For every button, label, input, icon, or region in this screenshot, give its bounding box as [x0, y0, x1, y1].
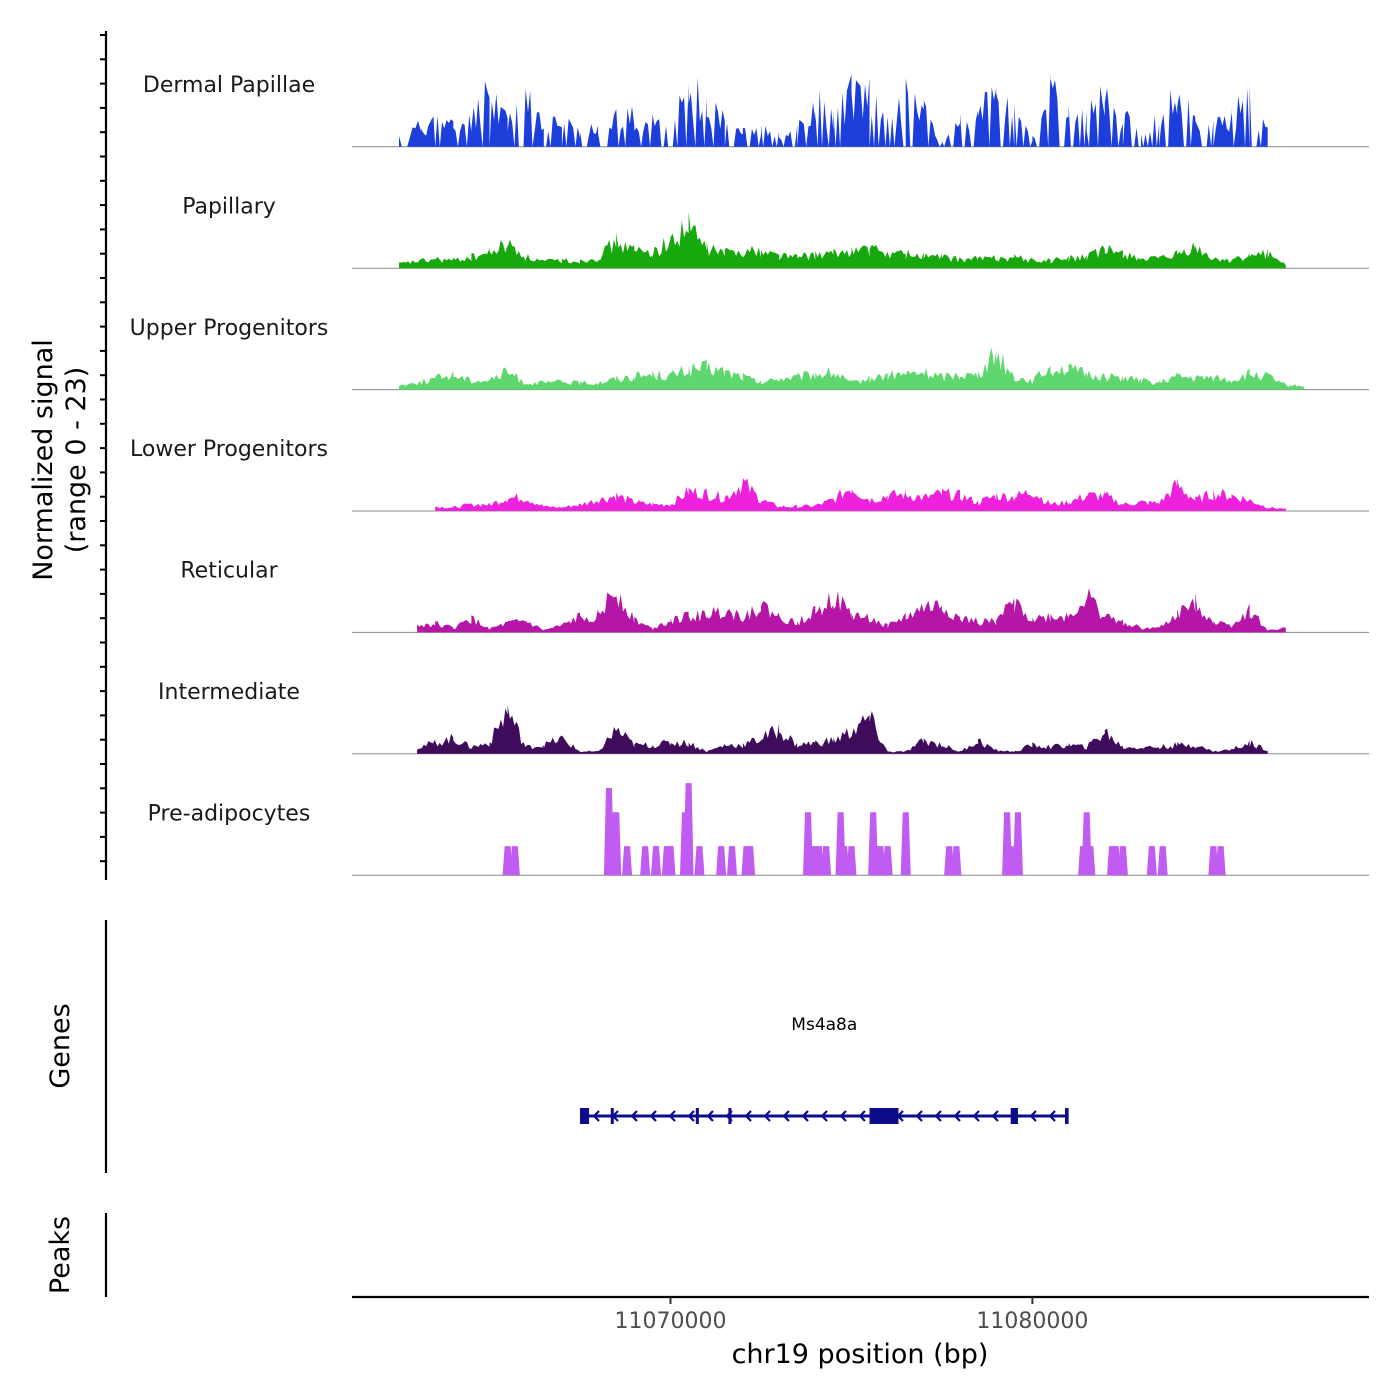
track-reticular: Reticular: [180, 559, 1369, 633]
signal-bar: [640, 846, 651, 876]
signal-bar: [900, 812, 911, 876]
gene-track: Ms4a8a: [580, 1015, 1069, 1124]
peaks-label: Peaks: [45, 1216, 76, 1294]
track-pre-adipocytes: Pre-adipocytes: [148, 783, 1369, 876]
signal-bar: [502, 846, 513, 876]
y-axis-sublabel: (range 0 - 23): [61, 367, 92, 554]
signal-area: [435, 478, 1286, 511]
strand-chevron: [972, 1110, 980, 1122]
strand-chevron: [953, 1110, 961, 1122]
strand-chevron: [630, 1110, 638, 1122]
strand-chevron: [687, 1110, 695, 1122]
signal-bar: [839, 846, 850, 876]
strand-chevron: [1029, 1110, 1037, 1122]
signal-bar: [1117, 846, 1128, 876]
strand-chevron: [915, 1110, 923, 1122]
strand-chevron: [592, 1110, 600, 1122]
track-label: Papillary: [182, 194, 276, 219]
signal-bar: [611, 812, 622, 876]
x-tick-label: 11080000: [976, 1309, 1088, 1334]
signal-tracks: Dermal Papillae Papillary Upper Progenitor…: [130, 72, 1369, 876]
signal-area: [399, 72, 1268, 147]
strand-chevron: [1048, 1110, 1056, 1122]
signal-bar: [665, 846, 676, 876]
signal-bar: [882, 846, 893, 876]
strand-chevron: [801, 1110, 809, 1122]
track-label: Reticular: [180, 559, 278, 584]
gene-exon: [580, 1108, 590, 1124]
signal-bar: [622, 846, 633, 876]
track-upper-progenitors: Upper Progenitors: [130, 316, 1369, 391]
gene-exon: [610, 1108, 614, 1124]
strand-chevron: [858, 1110, 866, 1122]
signal-bar: [944, 846, 955, 876]
track-dermal-papillae: Dermal Papillae: [143, 72, 1369, 148]
signal-bar: [745, 846, 756, 876]
gene-exon: [869, 1108, 899, 1124]
track-label: Lower Progenitors: [130, 437, 328, 462]
signal-bar: [683, 783, 694, 876]
strand-chevron: [839, 1110, 847, 1122]
strand-chevron: [820, 1110, 828, 1122]
signal-bar: [1208, 846, 1219, 876]
signal-bar: [1157, 846, 1168, 876]
left-axes: [100, 31, 108, 1297]
signal-bar: [821, 846, 832, 876]
gene-exon: [1064, 1108, 1069, 1124]
signal-bar: [694, 846, 705, 876]
track-label: Intermediate: [158, 680, 300, 705]
strand-chevron: [782, 1110, 790, 1122]
strand-chevron: [668, 1110, 676, 1122]
track-label: Pre-adipocytes: [148, 801, 311, 826]
genes-label: Genes: [45, 1003, 76, 1088]
strand-chevron: [706, 1110, 714, 1122]
strand-chevron: [744, 1110, 752, 1122]
strand-chevron: [649, 1110, 657, 1122]
signal-bar: [1085, 846, 1096, 876]
signal-bar: [716, 846, 727, 876]
signal-bar: [1146, 846, 1157, 876]
gene-exon: [728, 1108, 732, 1124]
signal-bar: [875, 846, 886, 876]
track-label: Upper Progenitors: [130, 316, 329, 341]
x-tick-label: 11070000: [614, 1309, 726, 1334]
strand-chevron: [934, 1110, 942, 1122]
track-label: Dermal Papillae: [143, 73, 315, 98]
signal-bar: [1012, 812, 1023, 876]
signal-bar: [1215, 846, 1226, 876]
signal-bar: [727, 846, 738, 876]
gene-exon: [695, 1108, 699, 1124]
signal-bar: [651, 846, 662, 876]
gene-name: Ms4a8a: [791, 1015, 857, 1035]
x-axis: 11070000 11080000: [352, 1295, 1369, 1334]
signal-bar: [951, 846, 962, 876]
signal-bar: [846, 846, 857, 876]
strand-chevron: [763, 1110, 771, 1122]
track-intermediate: Intermediate: [158, 680, 1369, 755]
track-papillary: Papillary: [182, 194, 1369, 269]
signal-area: [399, 211, 1286, 269]
track-lower-progenitors: Lower Progenitors: [130, 437, 1369, 512]
signal-bar: [509, 846, 520, 876]
signal-bar: [813, 846, 824, 876]
signal-area: [417, 588, 1286, 633]
y-axis-label: Normalized signal: [28, 339, 59, 581]
x-axis-label: chr19 position (bp): [732, 1339, 989, 1370]
signal-bar: [1110, 846, 1121, 876]
signal-area: [417, 705, 1268, 754]
signal-area: [399, 347, 1304, 390]
strand-chevron: [991, 1110, 999, 1122]
gene-exon: [1010, 1108, 1018, 1124]
